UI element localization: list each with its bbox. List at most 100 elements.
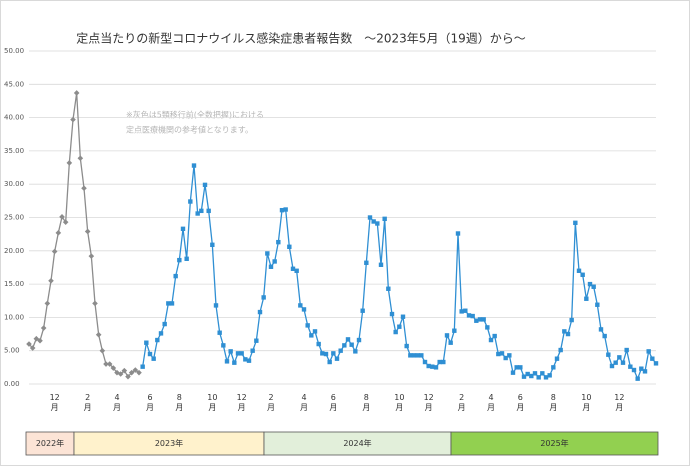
point-marker — [448, 340, 453, 345]
point-marker — [276, 239, 281, 245]
point-marker — [518, 365, 523, 370]
point-marker — [316, 341, 321, 347]
period-label: 2022年 — [36, 438, 64, 448]
y-tick-label: 45.00 — [4, 80, 24, 88]
point-marker — [422, 359, 428, 365]
point-marker — [455, 231, 461, 236]
x-tick-label: 2月 — [267, 393, 275, 412]
x-tick-label: 8月 — [175, 393, 184, 412]
point-marker — [598, 327, 604, 332]
point-marker — [232, 360, 237, 365]
point-marker — [298, 303, 303, 308]
point-marker — [84, 228, 91, 235]
point-marker — [92, 300, 98, 307]
point-marker — [393, 329, 398, 335]
point-marker — [246, 358, 252, 363]
point-marker — [334, 356, 340, 361]
point-marker — [77, 155, 84, 162]
point-marker — [224, 359, 230, 364]
point-marker — [29, 345, 36, 351]
x-tick-label: 2月 — [457, 393, 466, 412]
point-marker — [349, 342, 354, 347]
point-marker — [580, 272, 585, 277]
y-tick-label: 40.00 — [4, 114, 24, 122]
point-marker — [257, 309, 263, 315]
point-marker — [177, 257, 182, 263]
point-marker — [397, 324, 402, 329]
y-tick-label: 50.00 — [4, 47, 24, 55]
point-marker — [221, 343, 226, 348]
point-marker — [265, 251, 270, 256]
point-marker — [121, 367, 128, 374]
y-tick-label: 10.00 — [4, 313, 24, 321]
point-marker — [485, 325, 490, 330]
point-marker — [206, 208, 211, 214]
point-marker — [338, 348, 343, 353]
point-marker — [62, 219, 69, 225]
point-marker — [342, 343, 347, 348]
period-label: 2024年 — [343, 438, 371, 448]
x-tick-label: 2月 — [83, 393, 92, 412]
point-marker — [378, 262, 384, 267]
point-marker — [103, 361, 109, 367]
point-marker — [400, 314, 406, 319]
point-marker — [309, 333, 314, 338]
period-band — [450, 431, 659, 456]
point-marker — [503, 355, 508, 361]
point-marker — [496, 351, 501, 357]
point-marker — [239, 351, 244, 356]
point-marker — [499, 351, 505, 356]
point-marker — [470, 313, 475, 319]
x-tick-label: 4月 — [113, 393, 121, 412]
point-marker — [140, 364, 145, 369]
point-marker — [173, 273, 178, 279]
point-marker — [547, 373, 552, 378]
point-marker — [37, 337, 43, 344]
point-marker — [631, 367, 637, 373]
point-marker — [529, 373, 534, 379]
series-line — [28, 92, 140, 378]
point-marker — [210, 242, 215, 248]
point-marker — [243, 357, 248, 362]
point-marker — [356, 337, 362, 343]
point-marker — [613, 360, 618, 365]
point-marker — [635, 376, 640, 381]
point-marker — [73, 90, 80, 96]
point-marker — [507, 353, 512, 358]
point-marker — [279, 207, 285, 213]
point-marker — [155, 337, 160, 343]
point-marker — [195, 211, 200, 216]
point-marker — [59, 214, 65, 220]
point-marker — [650, 356, 655, 361]
point-marker — [620, 360, 626, 365]
point-marker — [128, 369, 135, 376]
y-tick-label: 5.00 — [4, 347, 20, 355]
point-marker — [558, 347, 563, 353]
point-marker — [639, 366, 644, 371]
x-tick-label: 12月 — [236, 393, 247, 412]
point-marker — [536, 375, 541, 380]
point-marker — [331, 351, 336, 356]
point-marker — [543, 375, 549, 380]
point-marker — [66, 160, 73, 166]
x-tick-label: 4月 — [487, 393, 495, 412]
point-marker — [250, 348, 255, 353]
point-marker — [213, 303, 219, 308]
point-marker — [169, 301, 175, 306]
point-marker — [573, 220, 578, 226]
point-marker — [272, 259, 277, 264]
point-marker — [88, 253, 95, 259]
point-marker — [404, 343, 409, 349]
point-marker — [268, 264, 274, 269]
x-tick-label: 6月 — [516, 393, 525, 412]
point-marker — [184, 256, 189, 261]
point-marker — [452, 328, 457, 333]
point-marker — [463, 308, 468, 313]
point-marker — [323, 351, 329, 357]
point-marker — [44, 300, 51, 307]
x-tick-label: 4月 — [300, 393, 308, 412]
x-tick-label: 6月 — [329, 393, 338, 412]
point-marker — [492, 333, 497, 339]
point-marker — [106, 361, 113, 367]
